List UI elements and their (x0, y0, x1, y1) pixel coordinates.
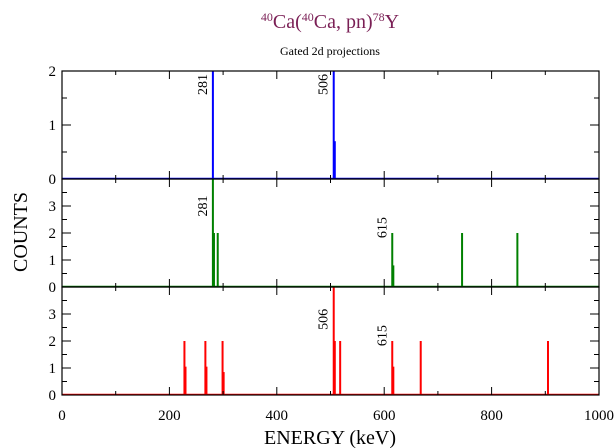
y-tick-label: 0 (49, 172, 57, 188)
y-tick-label: 1 (49, 118, 57, 134)
y-tick-label: 2 (49, 64, 57, 80)
x-axis-label: ENERGY (keV) (264, 427, 396, 448)
peak-label: 281 (196, 196, 211, 217)
y-axis-label: COUNTS (10, 192, 32, 272)
panel-3: 0 1 2 3 506 615 (49, 286, 600, 404)
panel-frame (61, 178, 600, 288)
panel-1: 0 1 2 281 506 (49, 64, 600, 188)
x-tick-label: 0 (58, 408, 66, 424)
panels-group: 0 1 2 281 506 0 1 2 3 281 615 0 1 2 3 506 615 (49, 64, 600, 404)
x-tick-label: 1000 (584, 408, 614, 424)
title-superscript: 40 (261, 10, 273, 24)
x-tick-label: 600 (373, 408, 396, 424)
panel-frame (61, 286, 600, 396)
x-axis: 0 200 400 600 800 1000 (58, 408, 614, 424)
title-text: Y (385, 11, 399, 33)
peak-label: 506 (317, 74, 332, 95)
chart-subtitle: Gated 2d projections (280, 44, 380, 58)
y-tick-label: 0 (49, 388, 57, 404)
x-tick-label: 400 (266, 408, 289, 424)
panel-2: 0 1 2 3 281 615 (49, 178, 600, 296)
peak-label: 281 (196, 74, 211, 95)
y-tick-label: 2 (49, 334, 57, 350)
y-tick-label: 1 (49, 253, 57, 269)
title-text: Ca, pn) (314, 11, 373, 33)
peak-label: 506 (317, 309, 332, 330)
title-superscript: 78 (373, 10, 385, 24)
y-tick-label: 3 (49, 199, 57, 215)
peak-label: 615 (375, 217, 390, 238)
chart-title: 40Ca(40Ca, pn)78Y (261, 10, 399, 33)
title-text: Ca( (273, 11, 302, 33)
y-tick-label: 1 (49, 361, 57, 377)
y-tick-label: 3 (49, 307, 57, 323)
peak-label: 615 (375, 325, 390, 346)
x-tick-label: 200 (158, 408, 181, 424)
y-tick-label: 2 (49, 226, 57, 242)
x-tick-label: 800 (480, 408, 503, 424)
title-superscript: 40 (302, 10, 314, 24)
y-tick-label: 0 (49, 280, 57, 296)
